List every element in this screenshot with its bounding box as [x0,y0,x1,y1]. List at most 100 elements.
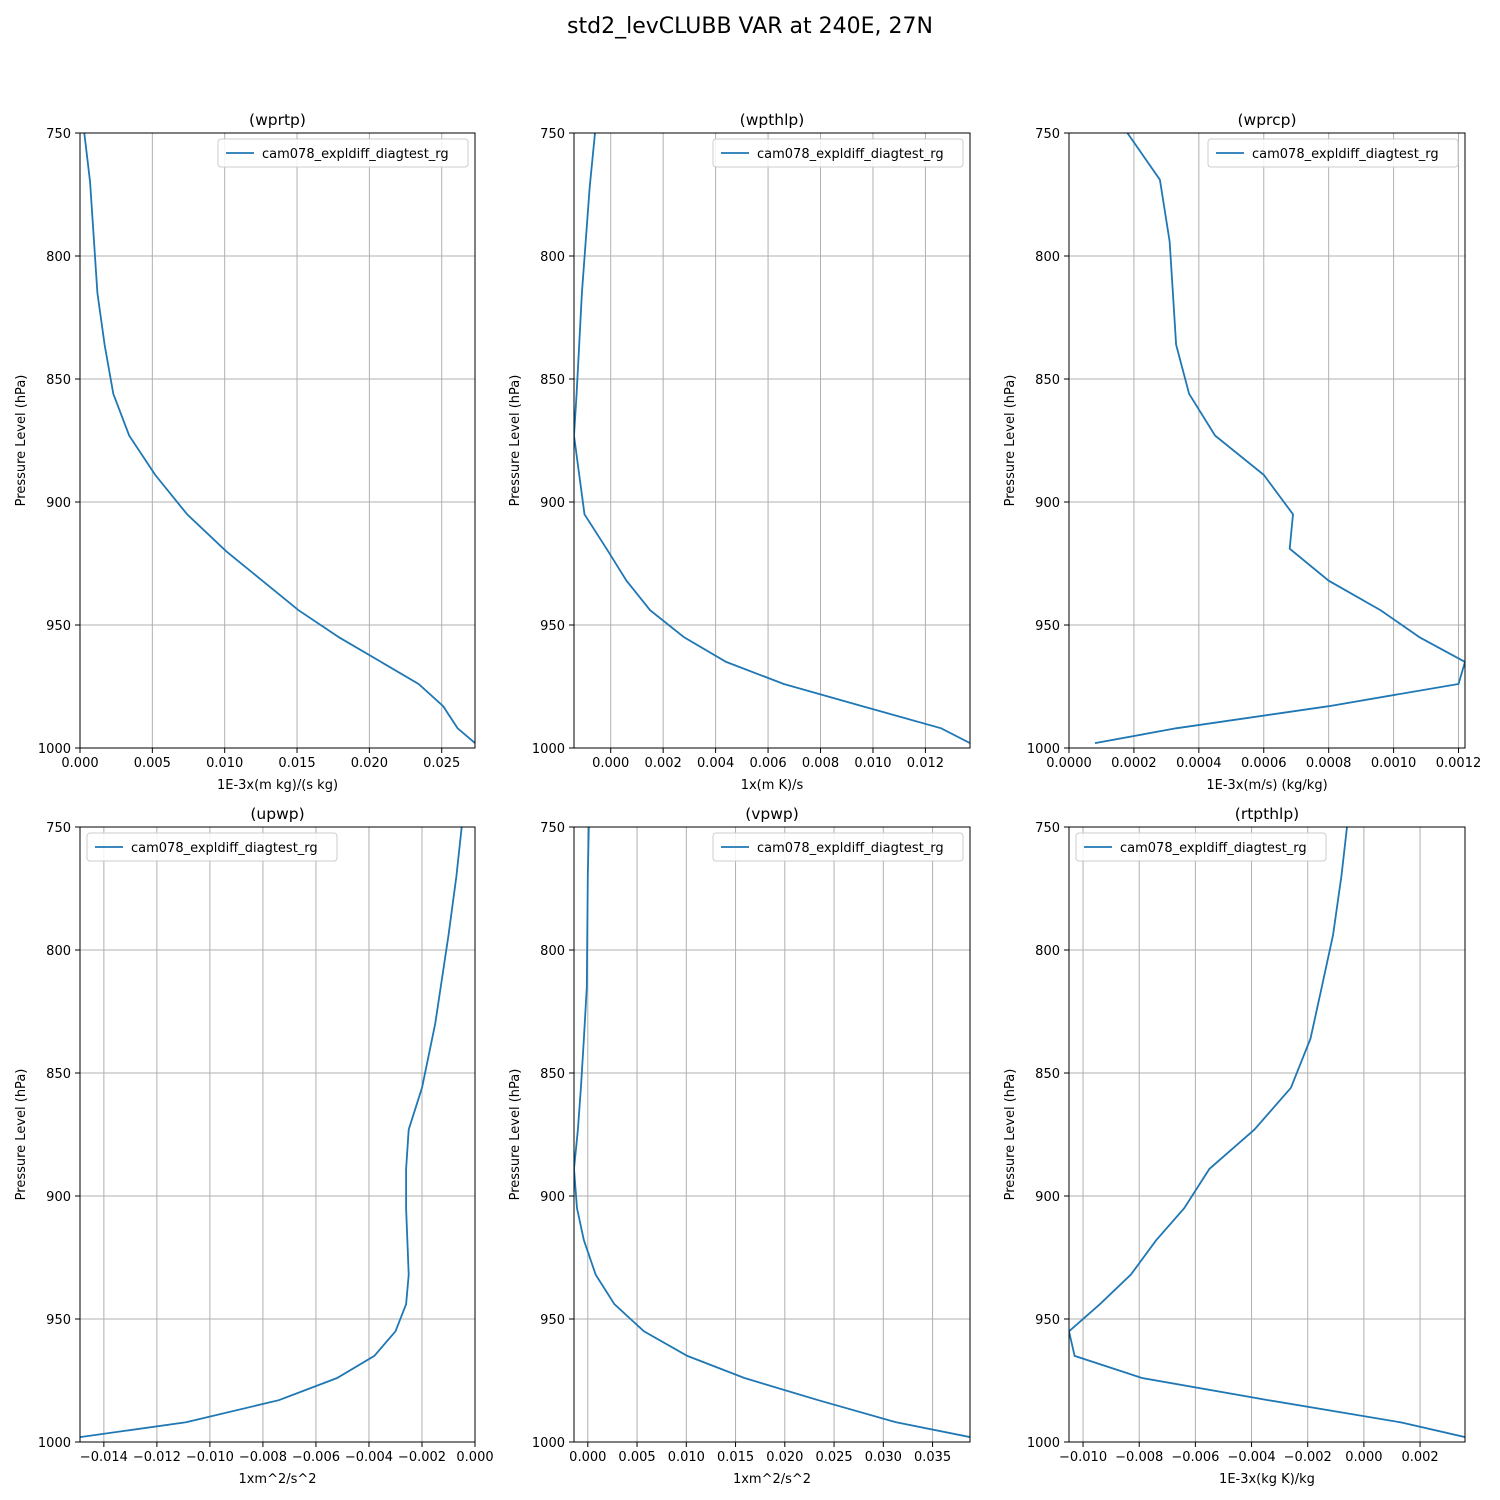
y-tick-label: 1000 [1027,742,1060,757]
x-tick-label: −0.008 [239,1450,287,1465]
x-tick-label: −0.004 [1227,1450,1275,1465]
legend: cam078_expldiff_diagtest_rg [217,138,469,168]
x-tick-label: −0.004 [345,1450,393,1465]
x-tick-label: 0.0008 [1306,756,1352,771]
y-tick-label: 850 [540,373,565,388]
series-line [1094,133,1465,744]
x-tick-label: 0.002 [1401,1450,1438,1465]
legend: cam078_expldiff_diagtest_rg [712,138,964,168]
x-tick-label: 0.004 [697,756,734,771]
x-tick-label: 0.002 [645,756,682,771]
x-tick-label: 0.010 [668,1450,705,1465]
subplot-title: (vpwp) [745,805,799,823]
series-line [574,827,970,1438]
axes-frame [1068,826,1466,1443]
y-tick-label: 750 [540,821,565,836]
y-axis-label: Pressure Level (hPa) [508,1069,523,1201]
axes-frame [1068,132,1466,749]
x-tick-label: 0.010 [854,756,891,771]
legend-label: cam078_expldiff_diagtest_rg [1120,841,1307,856]
x-axis-label: 1E-3x(kg K)/kg [1219,1472,1315,1487]
x-tick-label: 0.020 [766,1450,803,1465]
legend-label: cam078_expldiff_diagtest_rg [757,147,944,162]
y-axis-label: Pressure Level (hPa) [14,1069,29,1201]
axes-frame [573,132,971,749]
x-tick-label: −0.002 [1284,1450,1332,1465]
x-tick-label: −0.012 [133,1450,181,1465]
x-tick-label: 0.0000 [1046,756,1092,771]
x-axis-label: 1xm^2/s^2 [733,1472,811,1487]
x-tick-label: 0.012 [907,756,944,771]
y-tick-label: 850 [46,373,71,388]
y-tick-label: 1000 [1027,1436,1060,1451]
x-tick-label: 0.000 [569,1450,606,1465]
x-tick-label: 0.030 [865,1450,902,1465]
legend-label: cam078_expldiff_diagtest_rg [262,147,449,162]
y-axis-label: Pressure Level (hPa) [1003,375,1018,507]
x-tick-label: 0.010 [206,756,243,771]
y-tick-label: 800 [1035,250,1060,265]
y-tick-label: 900 [1035,496,1060,511]
x-tick-label: 0.035 [914,1450,951,1465]
y-tick-label: 750 [46,127,71,142]
x-tick-label: 0.0010 [1371,756,1417,771]
legend-box [1075,832,1327,862]
figure-title: std2_levCLUBB VAR at 240E, 27N [567,14,933,39]
y-tick-label: 800 [540,250,565,265]
x-tick-label: −0.002 [398,1450,446,1465]
panel-vpwp: 0.000 0.005 0.010 0.015 0.020 0.025 0.030 0.035… [508,805,971,1487]
y-tick-label: 750 [540,127,565,142]
x-tick-label: 0.000 [1345,1450,1382,1465]
y-tick-label: 900 [1035,1190,1060,1205]
y-tick-label: 800 [46,944,71,959]
subplot-title: (upwp) [250,805,304,823]
x-tick-label: 0.0012 [1436,756,1482,771]
axes-frame [573,826,971,1443]
x-tick-label: −0.014 [80,1450,128,1465]
x-tick-label: 0.000 [456,1450,493,1465]
y-tick-label: 950 [1035,619,1060,634]
y-tick-label: 900 [46,496,71,511]
x-tick-label: 0.015 [278,756,315,771]
y-tick-label: 1000 [532,742,565,757]
y-tick-label: 900 [540,1190,565,1205]
subplot-title: (wprtp) [249,111,306,129]
x-tick-label: −0.008 [1115,1450,1163,1465]
legend-box [712,832,964,862]
panel-upwp: −0.014 −0.012 −0.010 −0.008 −0.006 −0.004 −0.0… [14,805,494,1487]
x-tick-label: 0.000 [61,756,98,771]
subplot-title: (rtpthlp) [1235,805,1299,823]
x-tick-label: 0.008 [802,756,839,771]
y-tick-label: 750 [1035,821,1060,836]
y-tick-label: 750 [46,821,71,836]
x-tick-label: −0.010 [1059,1450,1107,1465]
y-tick-label: 950 [46,619,71,634]
y-tick-label: 1000 [532,1436,565,1451]
x-tick-label: 0.015 [717,1450,754,1465]
x-tick-label: 0.0002 [1111,756,1157,771]
legend-label: cam078_expldiff_diagtest_rg [757,841,944,856]
y-tick-label: 950 [1035,1313,1060,1328]
legend: cam078_expldiff_diagtest_rg [1207,138,1459,168]
series-line [80,827,463,1438]
series-line [1069,827,1465,1438]
x-tick-label: 0.025 [815,1450,852,1465]
y-tick-label: 950 [540,1313,565,1328]
panel-wpthlp: 0.000 0.002 0.004 0.006 0.008 0.010 0.012 750 80… [508,111,971,793]
y-tick-label: 850 [540,1067,565,1082]
y-tick-label: 750 [1035,127,1060,142]
y-tick-label: 900 [46,1190,71,1205]
y-tick-label: 850 [1035,373,1060,388]
legend-box [217,138,469,168]
x-tick-label: −0.006 [1171,1450,1219,1465]
x-axis-label: 1E-3x(m kg)/(s kg) [217,778,338,793]
series-line [83,133,475,744]
y-axis-label: Pressure Level (hPa) [508,375,523,507]
legend-box [712,138,964,168]
y-axis-label: Pressure Level (hPa) [14,375,29,507]
legend-label: cam078_expldiff_diagtest_rg [131,841,318,856]
y-tick-label: 1000 [38,1436,71,1451]
y-tick-label: 850 [1035,1067,1060,1082]
x-tick-label: 0.000 [592,756,629,771]
